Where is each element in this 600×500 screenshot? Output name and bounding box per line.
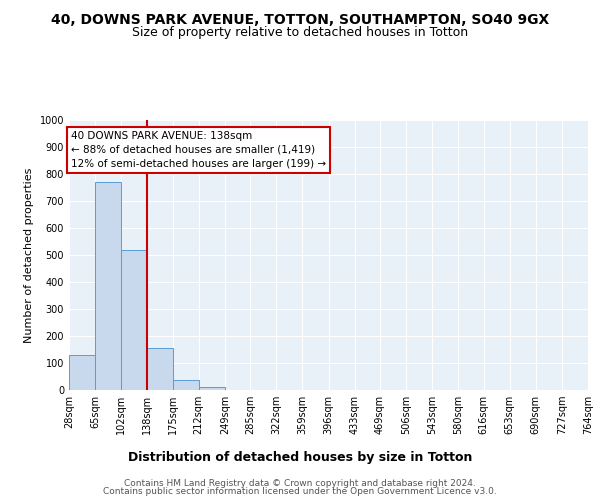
Bar bbox=[199, 388, 225, 390]
Bar bbox=[173, 380, 199, 390]
Text: Contains HM Land Registry data © Crown copyright and database right 2024.: Contains HM Land Registry data © Crown c… bbox=[124, 478, 476, 488]
Y-axis label: Number of detached properties: Number of detached properties bbox=[24, 168, 34, 342]
Text: 40, DOWNS PARK AVENUE, TOTTON, SOUTHAMPTON, SO40 9GX: 40, DOWNS PARK AVENUE, TOTTON, SOUTHAMPT… bbox=[51, 12, 549, 26]
Bar bbox=[146, 348, 173, 390]
Text: 40 DOWNS PARK AVENUE: 138sqm
← 88% of detached houses are smaller (1,419)
12% of: 40 DOWNS PARK AVENUE: 138sqm ← 88% of de… bbox=[71, 131, 326, 169]
Text: Size of property relative to detached houses in Totton: Size of property relative to detached ho… bbox=[132, 26, 468, 39]
Bar bbox=[69, 355, 95, 390]
Bar bbox=[95, 182, 121, 390]
Text: Contains public sector information licensed under the Open Government Licence v3: Contains public sector information licen… bbox=[103, 487, 497, 496]
Text: Distribution of detached houses by size in Totton: Distribution of detached houses by size … bbox=[128, 451, 472, 464]
Bar bbox=[121, 250, 147, 390]
